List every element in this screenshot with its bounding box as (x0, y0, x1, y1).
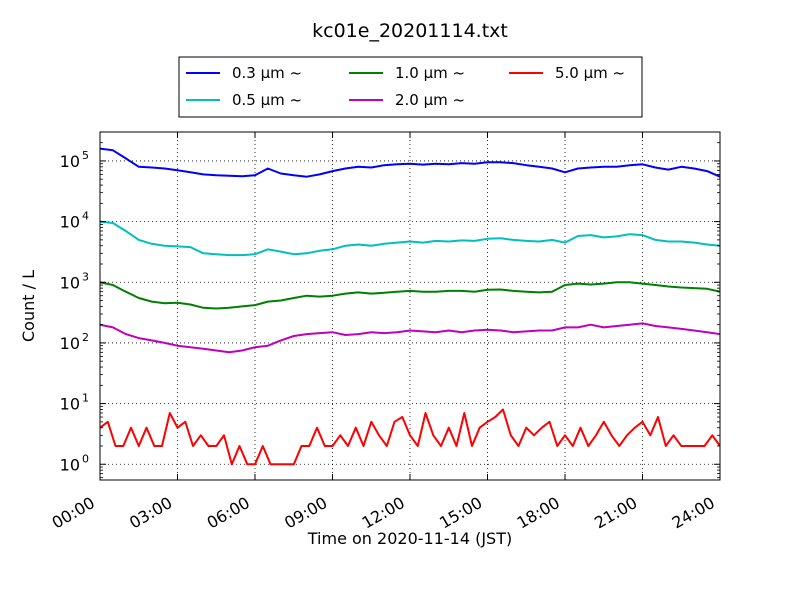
legend: 0.3 μm ~ 0.5 μm ~ 1.0 μm ~ 2.0 μm ~ 5.0 μm ~ (178, 56, 643, 118)
legend-label-0: 0.3 μm ~ (232, 64, 302, 82)
x-tick-label: 12:00 (359, 493, 408, 533)
series-line-1 (100, 220, 720, 257)
legend-label-1: 0.5 μm ~ (232, 91, 302, 109)
series-line-0 (100, 147, 720, 178)
series-line-4 (100, 408, 720, 466)
y-tick-label: 10 (60, 334, 80, 353)
plot-series (100, 147, 720, 466)
x-tick-label: 00:00 (49, 493, 98, 533)
y-tick-exponent: 4 (82, 210, 89, 223)
series-line-3 (100, 322, 720, 354)
y-tick-label: 10 (60, 273, 80, 292)
x-axis-label: Time on 2020-11-14 (JST) (307, 529, 512, 548)
y-tick-label: 10 (60, 395, 80, 414)
y-axis-label: Count / L (19, 270, 38, 342)
legend-box (178, 56, 643, 118)
y-tick-label: 10 (60, 455, 80, 474)
y-tick-exponent: 2 (82, 331, 89, 344)
y-tick-exponent: 3 (82, 270, 89, 283)
legend-label-4: 5.0 μm ~ (555, 64, 625, 82)
legend-label-2: 1.0 μm ~ (395, 64, 465, 82)
chart-title: kc01e_20201114.txt (312, 20, 508, 42)
y-tick-label: 10 (60, 152, 80, 171)
x-tick-label: 21:00 (591, 493, 640, 533)
x-tick-label: 09:00 (281, 493, 330, 533)
x-tick-label: 06:00 (204, 493, 253, 533)
y-tick-exponent: 5 (82, 149, 89, 162)
series-line-2 (100, 281, 720, 310)
y-tick-exponent: 1 (82, 392, 89, 405)
x-tick-label: 15:00 (436, 493, 485, 533)
x-tick-label: 18:00 (514, 493, 563, 533)
y-tick-label: 10 (60, 213, 80, 232)
x-tick-label: 03:00 (126, 493, 175, 533)
legend-label-3: 2.0 μm ~ (395, 91, 465, 109)
x-tick-label: 24:00 (669, 493, 718, 533)
y-tick-exponent: 0 (82, 452, 89, 465)
